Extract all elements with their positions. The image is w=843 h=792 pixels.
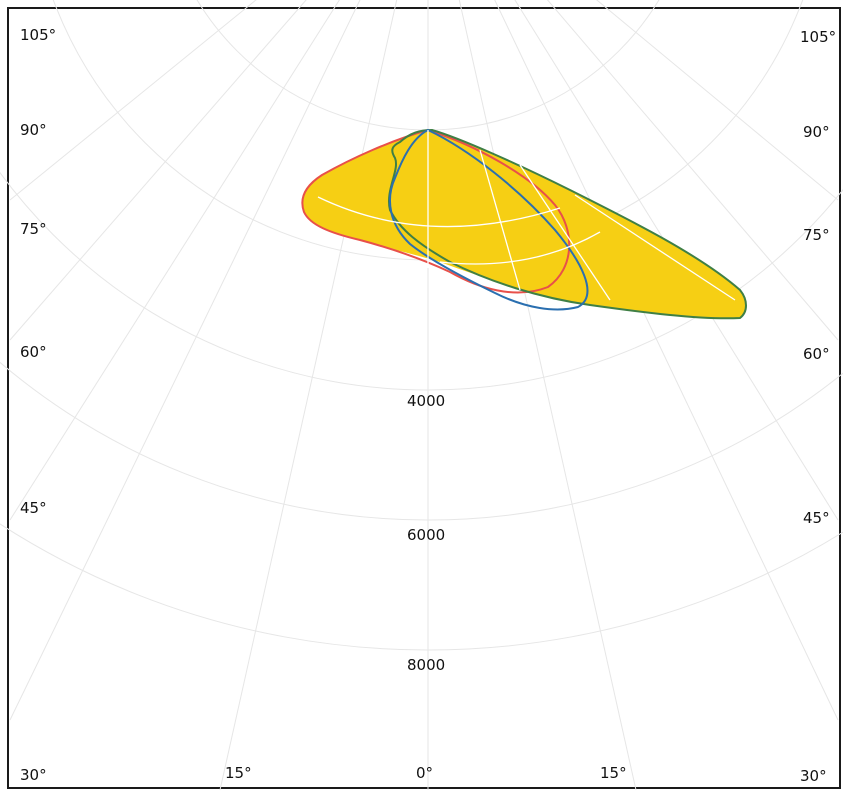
angle-label-left: 60° [20, 343, 47, 361]
grid-spoke [9, 0, 340, 521]
radial-tick-label: 8000 [407, 656, 445, 674]
grid-spoke [9, 0, 361, 721]
grid-spoke [494, 0, 839, 721]
inner-grid-arc [439, 231, 601, 265]
series-fill-area [302, 130, 746, 319]
inner-grid-spoke [519, 164, 611, 301]
angle-label-left: 75° [20, 220, 47, 238]
angle-label-bottom: 0° [416, 764, 433, 782]
angle-label-left: 90° [20, 121, 47, 139]
angle-label-right: 60° [803, 345, 830, 363]
angle-label-right: 90° [803, 123, 830, 141]
angle-label-left: 45° [20, 499, 47, 517]
series-line-red [301, 128, 571, 294]
angle-label-right: 30° [800, 767, 827, 785]
grid-spoke [546, 0, 839, 341]
grid-spoke [9, 0, 307, 341]
angle-label-left: 105° [20, 26, 56, 44]
radial-tick-label: 6000 [407, 526, 445, 544]
radial-tick-label: 4000 [407, 392, 445, 410]
grid-spoke [458, 0, 637, 791]
inner-grid-spoke [574, 194, 736, 301]
grid-spoke [9, 0, 257, 201]
grid-spoke [596, 0, 839, 201]
angle-label-bottom: 15° [225, 764, 252, 782]
labels-layer: 105° 90° 75° 60° 45° 30° 105° 90° 75° 60… [20, 26, 836, 785]
angle-label-right: 45° [803, 509, 830, 527]
angle-label-right: 75° [803, 226, 830, 244]
angle-label-left: 30° [20, 766, 47, 784]
inner-grid-arc [317, 196, 561, 228]
angle-label-right: 105° [800, 28, 836, 46]
series-layer [301, 128, 747, 320]
grid-spoke [514, 0, 839, 521]
grid-spoke [219, 0, 398, 791]
angle-label-bottom: 15° [600, 764, 627, 782]
series-line-blue [389, 128, 589, 311]
inner-grid-spoke [479, 149, 521, 291]
